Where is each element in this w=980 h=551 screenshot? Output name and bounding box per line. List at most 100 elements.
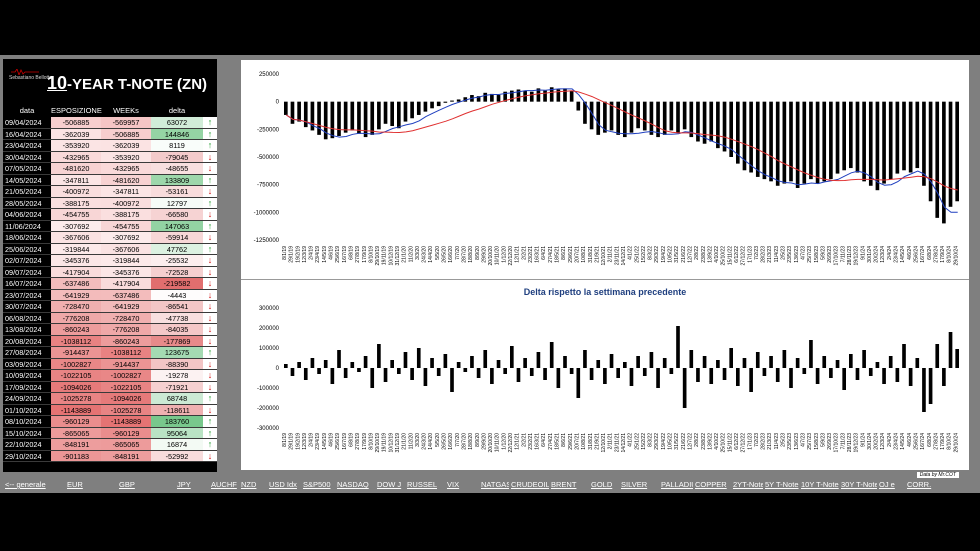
arrow-up-icon: ↑ <box>203 347 217 358</box>
x-tick-label: 8/6/21 <box>561 433 567 447</box>
bar <box>556 89 561 102</box>
cell-esposizione: -637486 <box>51 278 101 289</box>
cell-esposizione: -362039 <box>51 128 101 139</box>
x-tick-label: 9/1/24 <box>860 246 866 260</box>
bar <box>310 101 315 131</box>
nav-link-brent[interactable]: BRENT <box>551 480 577 489</box>
bar <box>729 101 734 157</box>
nav-link-30y-t-note[interactable]: 30Y T-Note <box>841 480 877 489</box>
bar <box>882 101 886 184</box>
table-row: 18/06/2024 -367606 -307692 -59914 ↓ <box>3 232 217 244</box>
nav-link-10y-t-note[interactable]: 10Y T-Note <box>801 480 839 489</box>
arrow-down-icon: ↓ <box>203 381 217 392</box>
x-tick-label: 23/8/22 <box>701 433 707 450</box>
bar <box>868 368 873 376</box>
bar <box>902 344 906 368</box>
nav-link-dow-j[interactable]: DOW J <box>377 480 402 489</box>
arrow-down-icon: ↓ <box>203 289 217 300</box>
bar <box>789 101 793 182</box>
bar <box>795 101 800 188</box>
nav-link-generale[interactable]: <-- generale <box>5 480 46 489</box>
x-tick-label: 4/1/22 <box>628 246 634 260</box>
x-tick-label: 20/7/21 <box>574 433 580 450</box>
cell-weeks: -307692 <box>101 232 151 243</box>
cell-esposizione: -641929 <box>51 289 101 300</box>
x-tick-label: 16/3/21 <box>535 433 541 450</box>
nav-link-eur[interactable]: EUR <box>67 480 83 489</box>
nav-link-nasdaq[interactable]: NASDAQ <box>337 480 369 489</box>
x-tick-label: 25/6/19 <box>335 246 341 263</box>
cell-weeks: -860243 <box>101 335 151 346</box>
bar <box>629 368 634 386</box>
x-tick-label: 10/8/21 <box>581 433 587 450</box>
table-row: 16/04/2024 -362039 -506885 144846 ↑ <box>3 128 217 140</box>
arrow-down-icon: ↓ <box>203 358 217 369</box>
nav-link-nzd[interactable]: NZD <box>241 480 257 489</box>
bar <box>463 97 468 102</box>
nav-link-s-p500[interactable]: S&P500 <box>303 480 331 489</box>
bar <box>789 368 793 388</box>
cell-esposizione: -860243 <box>51 324 101 335</box>
nav-link-russel[interactable]: RUSSEL <box>407 480 438 489</box>
nav-link-corr[interactable]: CORR. <box>907 480 932 489</box>
x-tick-label: 21/6/22 <box>681 433 687 450</box>
x-tick-label: 21/3/23 <box>767 246 773 263</box>
cell-esposizione: -1094026 <box>51 381 101 392</box>
x-tick-label: 11/2/20 <box>408 246 414 263</box>
table-row: 21/05/2024 -400972 -347811 -53161 ↓ <box>3 186 217 198</box>
x-tick-label: 17/9/24 <box>940 246 946 263</box>
cell-esposizione: -506885 <box>51 117 101 128</box>
bar <box>629 101 634 133</box>
nav-link-natgas[interactable]: NATGAS <box>481 480 509 489</box>
cell-date: 09/07/2024 <box>3 266 51 277</box>
bar <box>815 368 820 384</box>
nav-link-oj-e[interactable]: OJ e <box>879 480 895 489</box>
nav-link-palladium[interactable]: PALLADIUM <box>661 480 693 489</box>
x-tick-label: 25/7/23 <box>807 433 813 450</box>
x-tick-label: 10/5/22 <box>668 433 674 450</box>
nav-link-gold[interactable]: GOLD <box>591 480 613 489</box>
nav-link-gbp[interactable]: GBP <box>119 480 135 489</box>
nav-link-vix[interactable]: VIX <box>447 480 460 489</box>
cell-delta: -79045 <box>151 151 203 162</box>
cell-delta: 95064 <box>151 427 203 438</box>
cell-date: 16/07/2024 <box>3 278 51 289</box>
x-tick-label: 28/11/23 <box>847 246 853 265</box>
bar <box>669 101 674 131</box>
table-row: 30/04/2024 -432965 -353920 -79045 ↓ <box>3 151 217 163</box>
bar <box>496 95 501 102</box>
x-tick-label: 15/2/22 <box>641 433 647 450</box>
x-tick-label: 3/3/20 <box>415 246 421 260</box>
x-tick-label: 14/5/24 <box>900 246 906 263</box>
bar <box>729 348 734 368</box>
x-tick-label: 27/8/24 <box>933 246 939 263</box>
cell-delta: -72528 <box>151 266 203 277</box>
x-tick-label: 7/11/23 <box>840 246 846 263</box>
nav-link-silver[interactable]: SILVER <box>621 480 648 489</box>
nav-link-copper[interactable]: COPPER <box>695 480 727 489</box>
nav-link-jpy[interactable]: JPY <box>177 480 191 489</box>
cell-delta: 8119 <box>151 140 203 151</box>
bar <box>928 368 933 404</box>
nav-link-auchf[interactable]: AUCHF <box>211 480 237 489</box>
bar <box>303 368 308 380</box>
x-tick-label: 29/6/21 <box>568 433 574 450</box>
nav-link-5y-t-note[interactable]: 5Y T-Note <box>765 480 799 489</box>
nav-link-2yt-note[interactable]: 2YT-Note <box>733 480 763 489</box>
bar <box>516 89 521 102</box>
cell-esposizione: -848191 <box>51 439 101 450</box>
nav-link-crudeoil[interactable]: CRUDEOIL <box>511 480 549 489</box>
x-tick-label: 12/10/21 <box>601 246 607 266</box>
x-tick-label: 6/12/22 <box>734 246 740 263</box>
table-row: 23/04/2024 -353920 -362039 8119 ↑ <box>3 140 217 152</box>
x-tick-label: 17/10/23 <box>834 246 840 266</box>
cell-delta: 144846 <box>151 128 203 139</box>
x-tick-label: 21/1/20 <box>402 246 408 263</box>
x-tick-label: 15/8/23 <box>814 433 820 450</box>
arrow-down-icon: ↓ <box>203 255 217 266</box>
nav-link-usd-idx[interactable]: USD Idx <box>269 480 297 489</box>
bar <box>795 358 800 368</box>
bar <box>689 350 694 368</box>
x-tick-label: 14/5/19 <box>322 433 328 450</box>
bar <box>416 101 421 115</box>
